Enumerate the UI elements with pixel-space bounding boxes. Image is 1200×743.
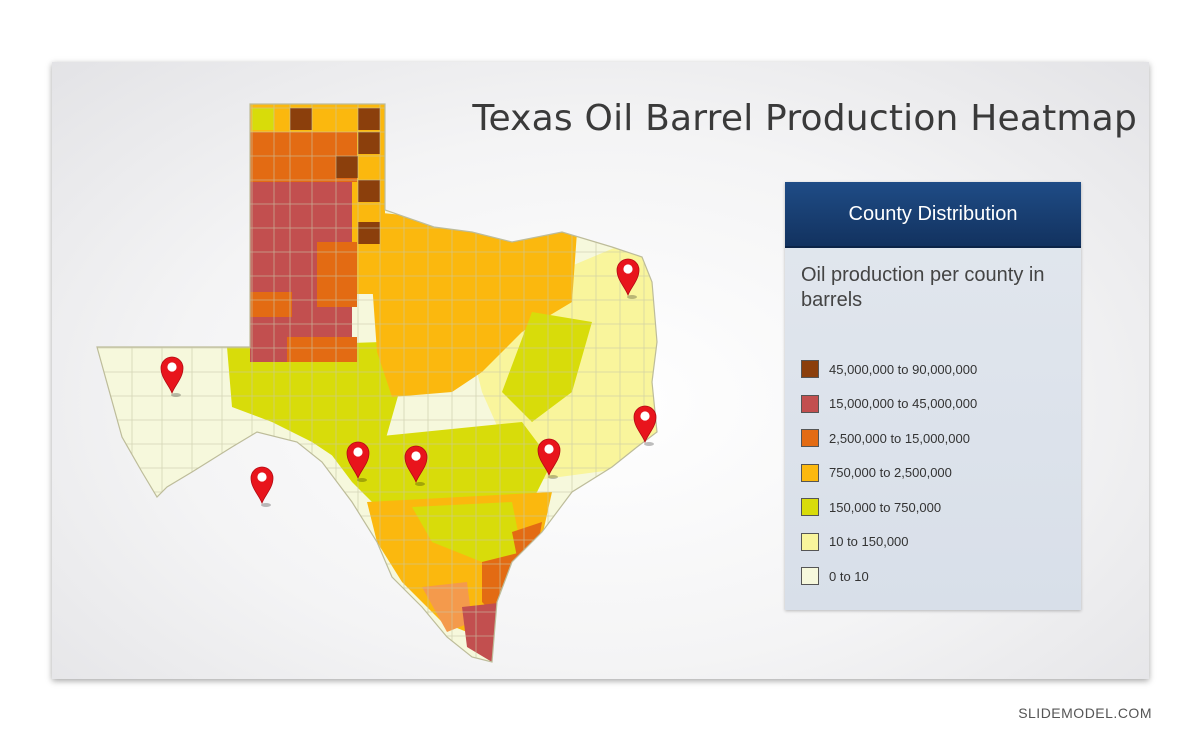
legend-label: 750,000 to 2,500,000	[829, 465, 952, 481]
legend: 45,000,000 to 90,000,000 15,000,000 to 4…	[801, 352, 977, 594]
legend-item: 15,000,000 to 45,000,000	[801, 387, 977, 422]
legend-item: 0 to 10	[801, 559, 977, 594]
page-title: Texas Oil Barrel Production Heatmap	[472, 98, 1137, 139]
map-pin-icon[interactable]	[537, 438, 561, 479]
legend-label: 10 to 150,000	[829, 534, 909, 550]
credit-text: SLIDEMODEL.COM	[1018, 705, 1152, 721]
legend-swatch	[801, 567, 819, 586]
panel-subtitle: Oil production per county in barrels	[801, 264, 1045, 311]
legend-label: 2,500,000 to 15,000,000	[829, 430, 970, 446]
map-pin-icon[interactable]	[160, 356, 184, 397]
legend-swatch	[801, 360, 819, 379]
map-pin-icon[interactable]	[346, 441, 370, 482]
legend-swatch	[801, 532, 819, 551]
legend-item: 150,000 to 750,000	[801, 490, 977, 525]
legend-swatch	[801, 463, 819, 482]
legend-item: 2,500,000 to 15,000,000	[801, 421, 977, 456]
legend-panel: County Distribution Oil production per c…	[785, 182, 1081, 610]
panel-header: County Distribution	[785, 182, 1081, 248]
map-pin-icon[interactable]	[616, 258, 640, 299]
state-outline	[96, 103, 658, 663]
legend-label: 15,000,000 to 45,000,000	[829, 396, 978, 412]
legend-item: 750,000 to 2,500,000	[801, 456, 977, 491]
map-pin-icon[interactable]	[404, 445, 428, 486]
legend-label: 45,000,000 to 90,000,000	[829, 361, 978, 377]
legend-swatch	[801, 394, 819, 413]
texas-map	[96, 103, 658, 663]
legend-item: 10 to 150,000	[801, 525, 977, 560]
map-pin-icon[interactable]	[250, 466, 274, 507]
legend-label: 150,000 to 750,000	[829, 499, 942, 515]
legend-swatch	[801, 498, 819, 517]
legend-label: 0 to 10	[829, 568, 869, 584]
map-pin-icon[interactable]	[633, 405, 657, 446]
legend-item: 45,000,000 to 90,000,000	[801, 352, 977, 387]
slide: Texas Oil Barrel Production Heatmap Coun…	[52, 62, 1149, 679]
legend-swatch	[801, 429, 819, 448]
